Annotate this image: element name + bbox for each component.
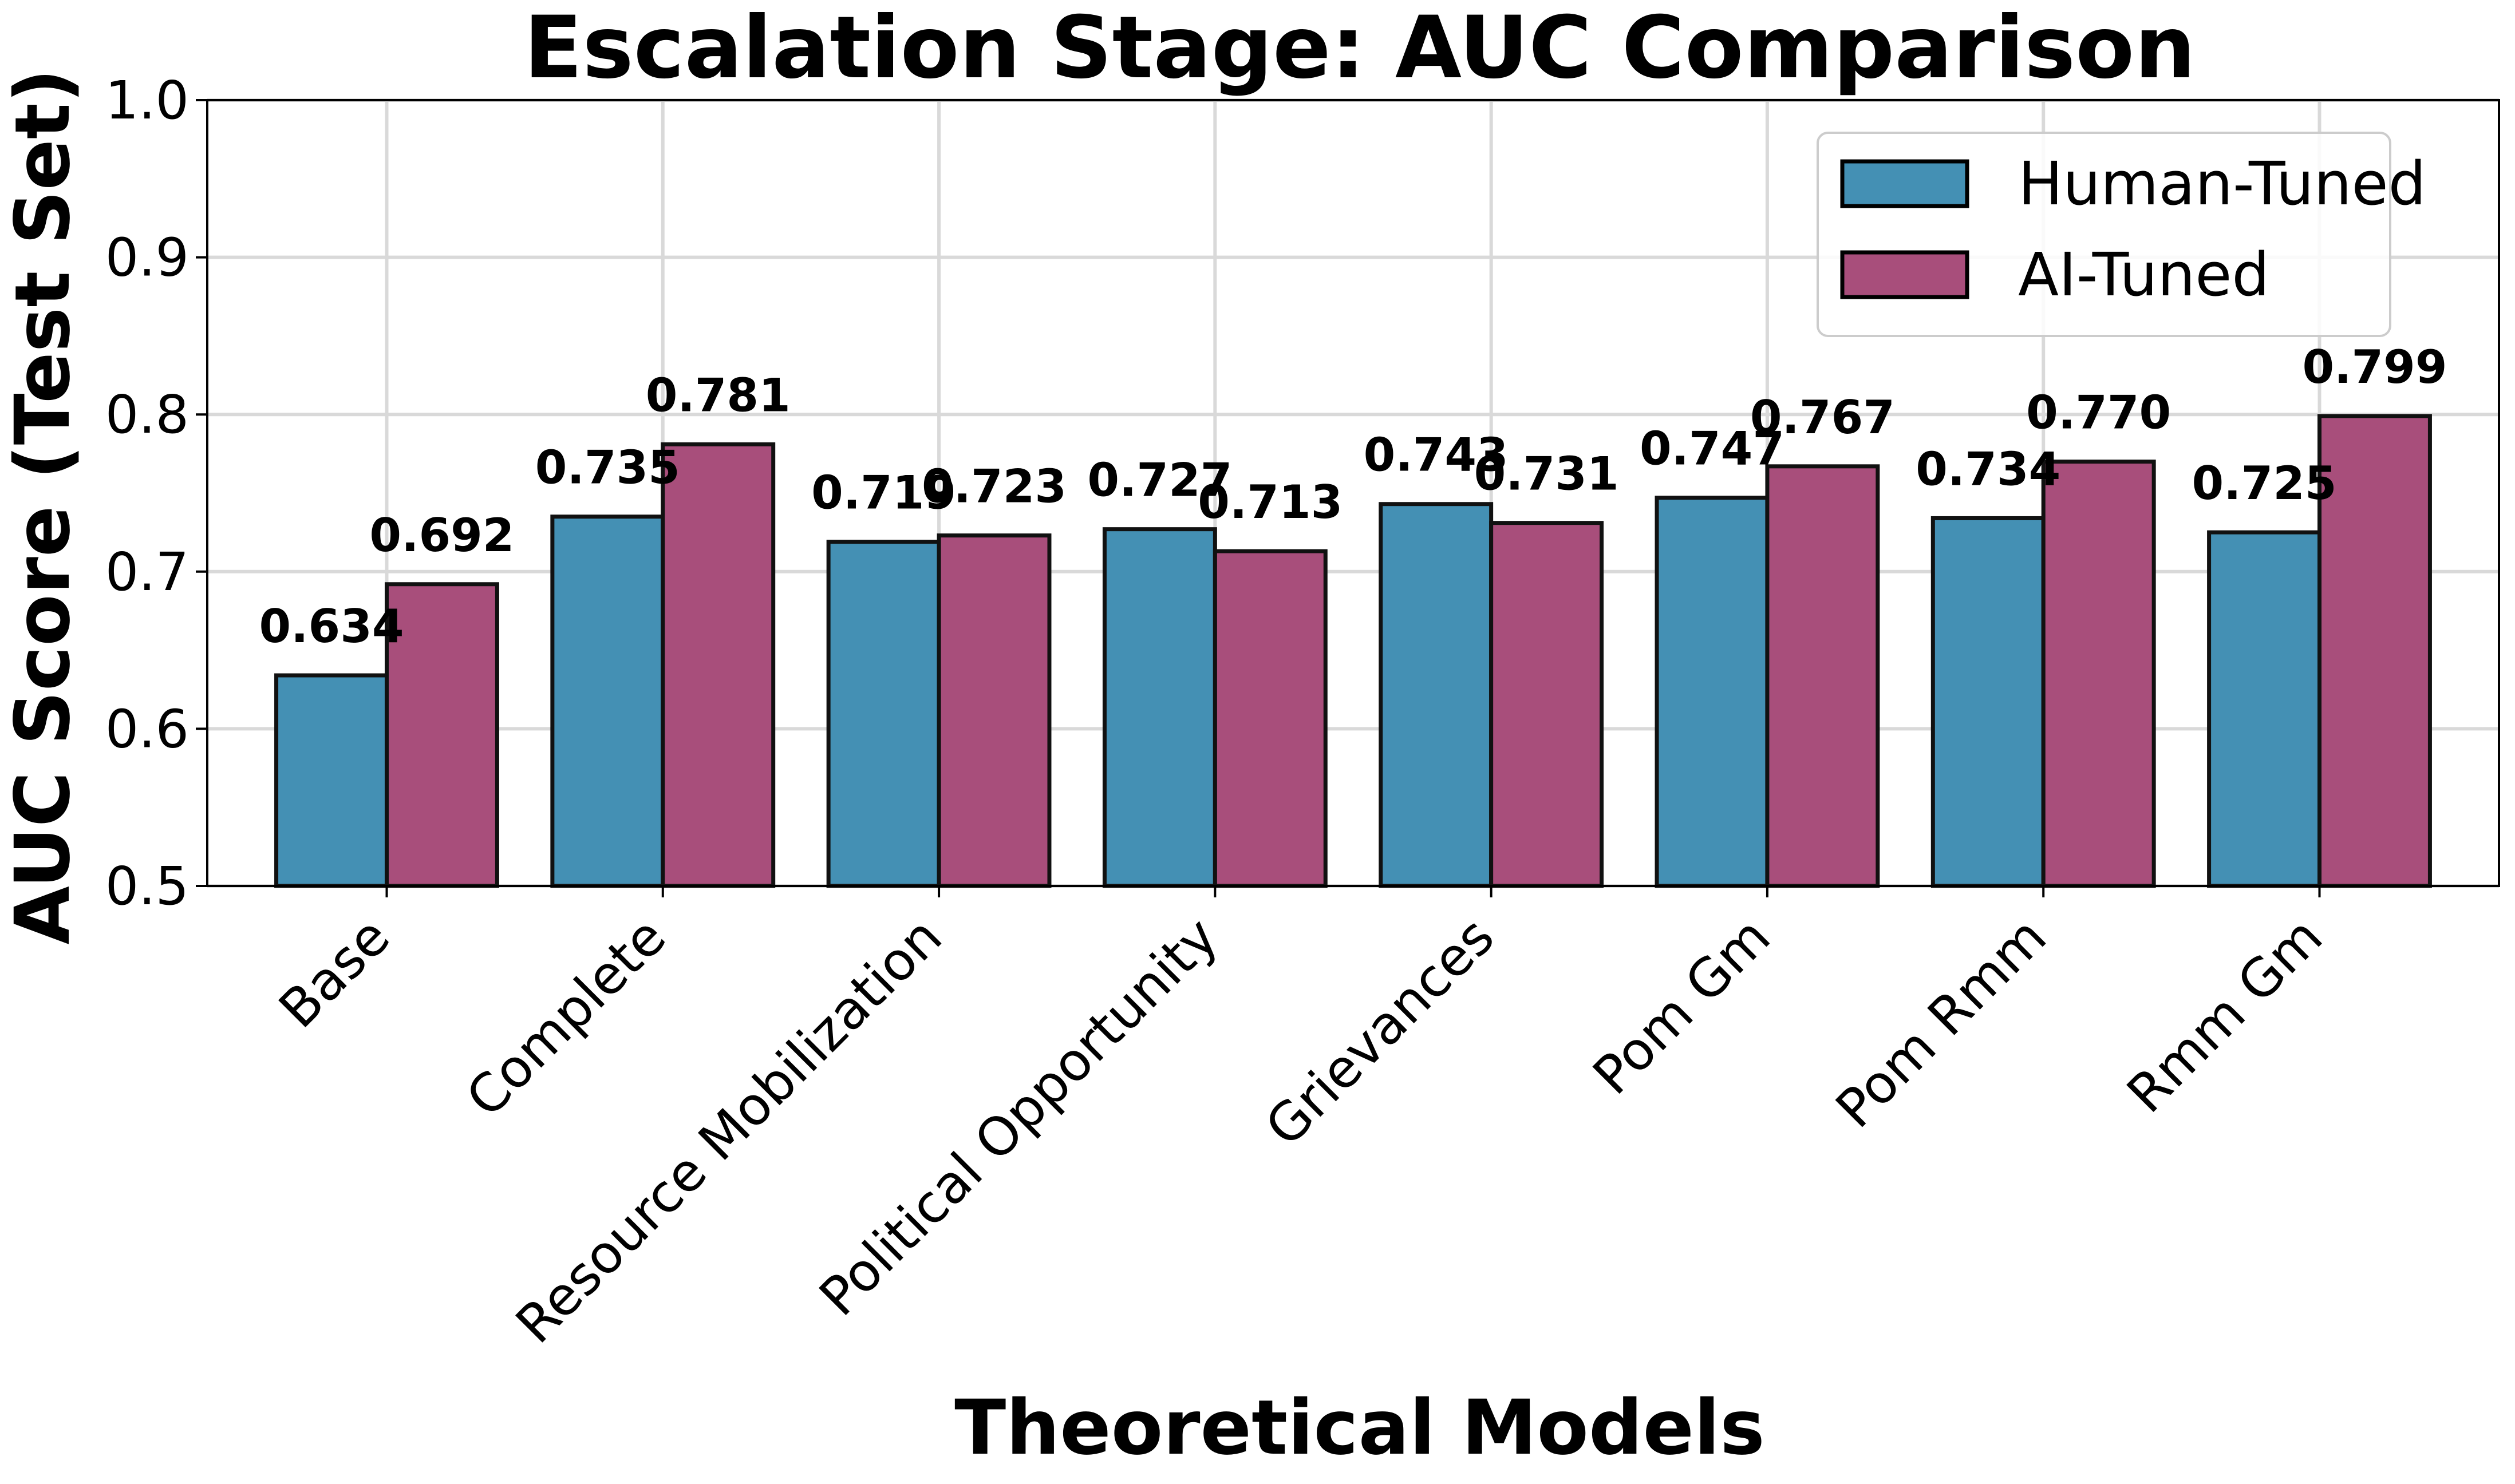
bar-ai-tuned	[1765, 464, 1880, 888]
bar-human-tuned	[1930, 516, 2046, 888]
value-label: 0.634	[259, 600, 404, 653]
bar-ai-tuned	[2041, 460, 2156, 888]
value-label: 0.781	[646, 369, 791, 422]
value-label: 0.735	[535, 441, 680, 494]
bar-ai-tuned	[2317, 414, 2432, 888]
value-label: 0.725	[2192, 457, 2337, 510]
bar-ai-tuned	[1213, 549, 1328, 888]
value-label: 0.734	[1916, 442, 2060, 496]
bars	[274, 414, 2432, 888]
bar-ai-tuned	[1489, 521, 1604, 888]
bar-ai-tuned	[661, 442, 776, 888]
legend-swatch-ai-tuned	[1840, 250, 1969, 299]
bar-human-tuned	[826, 540, 941, 888]
value-label: 0.767	[1750, 391, 1895, 444]
bar-human-tuned	[1102, 527, 1217, 888]
bar-human-tuned	[550, 515, 665, 888]
plot-frame	[206, 99, 2500, 887]
value-label: 0.713	[1198, 476, 1343, 529]
bar-ai-tuned	[384, 582, 499, 888]
y-tick-label: 0.5	[105, 856, 189, 917]
bar-human-tuned	[1655, 496, 1770, 888]
y-tick-label: 0.9	[105, 227, 189, 288]
bar-human-tuned	[2207, 530, 2322, 888]
y-tick-label: 0.6	[105, 698, 189, 759]
y-axis-ticks: 0.5 0.6 0.7 0.8 0.9 1.0	[105, 70, 207, 917]
value-label: 0.723	[922, 460, 1067, 513]
x-axis-label: Theoretical Models	[954, 1384, 1765, 1472]
bar-human-tuned	[1379, 502, 1494, 888]
value-label: 0.799	[2302, 341, 2447, 394]
bar-ai-tuned	[937, 533, 1052, 888]
legend-label-human-tuned: Human-Tuned	[2018, 149, 2426, 219]
y-tick-label: 0.8	[105, 384, 189, 445]
value-label: 0.692	[369, 509, 514, 562]
legend-swatch-human-tuned	[1840, 159, 1969, 208]
value-label: 0.770	[2026, 386, 2171, 440]
bar-human-tuned	[274, 673, 389, 888]
value-label: 0.727	[1087, 454, 1232, 507]
y-tick-label: 0.7	[105, 541, 189, 603]
legend-label-ai-tuned: AI-Tuned	[2018, 240, 2269, 310]
value-label: 0.719	[811, 466, 956, 520]
value-label: 0.747	[1640, 422, 1784, 476]
y-axis-label: AUC Score (Test Set)	[0, 69, 87, 945]
value-label: 0.731	[1474, 448, 1619, 501]
value-label: 0.743	[1364, 429, 1509, 482]
chart-title: Escalation Stage: AUC Comparison	[524, 0, 2196, 98]
y-tick-label: 1.0	[105, 70, 189, 131]
legend: Human-Tuned AI-Tuned	[1817, 132, 2426, 337]
